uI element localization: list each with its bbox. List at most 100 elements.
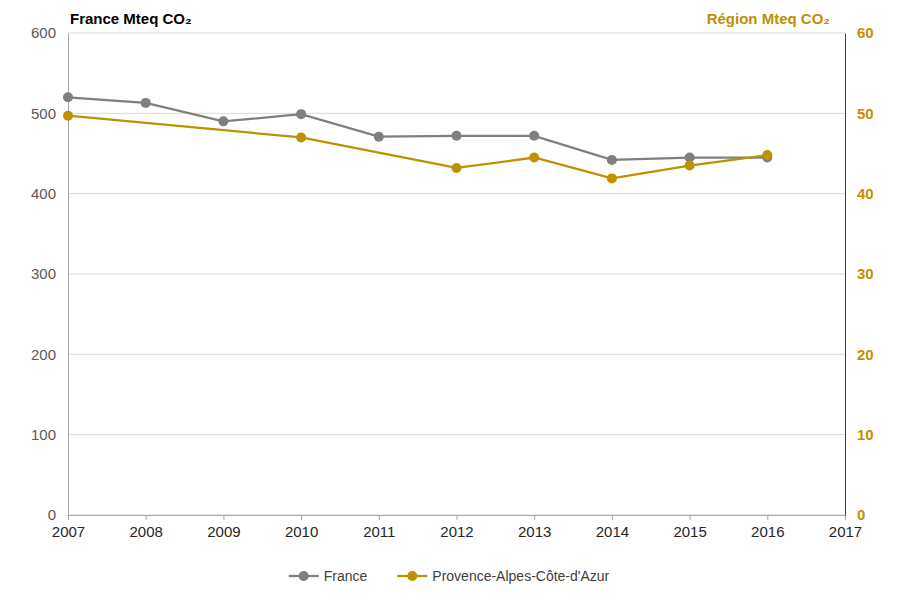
marker [296, 109, 306, 119]
marker [452, 131, 462, 141]
tick-label: 0 [857, 506, 865, 523]
marker [529, 131, 539, 141]
tick: 40 [845, 185, 874, 202]
tick: 600 [31, 24, 68, 41]
tick-label: 2015 [673, 523, 706, 540]
tick: 500 [31, 105, 68, 122]
marker [607, 155, 617, 165]
marker [685, 161, 695, 171]
tick-mark [457, 515, 458, 520]
tick-label: 400 [31, 185, 56, 202]
tick: 2013 [518, 515, 551, 540]
tick: 400 [31, 185, 68, 202]
plot-area: 2007200820092010201120122013201420152016… [31, 24, 874, 539]
grid-line [68, 193, 845, 194]
tick-label: 50 [857, 105, 874, 122]
tick-label: 2013 [518, 523, 551, 540]
tick: 0 [845, 506, 865, 523]
legend-marker [407, 571, 417, 581]
tick: 2014 [596, 515, 629, 540]
tick-mark [223, 515, 224, 520]
marker [529, 153, 539, 163]
tick: 2011 [363, 515, 395, 540]
tick: 2009 [207, 515, 240, 540]
grid-line [68, 354, 845, 355]
legend-marker [299, 571, 309, 581]
tick-label: 600 [31, 24, 56, 41]
tick: 2012 [440, 515, 473, 540]
series-line [68, 116, 767, 179]
tick: 10 [845, 426, 874, 443]
tick-label: 2014 [596, 523, 629, 540]
tick-mark [845, 515, 846, 520]
grid [68, 33, 845, 515]
tick-mark [68, 515, 69, 520]
marker [296, 132, 306, 142]
y-axis: 0 100 200 300 400 500 600 [31, 24, 69, 523]
tick-label: 500 [31, 105, 56, 122]
chart: 2007200820092010201120122013201420152016… [0, 0, 898, 605]
axis-title: France Mteq CO₂ [70, 10, 192, 27]
tick: 60 [845, 24, 874, 41]
tick: 300 [31, 265, 68, 282]
tick-label: 20 [857, 346, 874, 363]
tick: 2007 [52, 515, 85, 540]
marker [63, 92, 73, 102]
legend: France Provence-Alpes-Côte-d'Azur [289, 568, 610, 584]
tick: 2010 [285, 515, 318, 540]
tick-label: 10 [857, 426, 874, 443]
marker [452, 163, 462, 173]
tick-label: 0 [48, 506, 56, 523]
grid-line [68, 274, 845, 275]
marker [374, 132, 384, 142]
tick-mark [379, 515, 380, 520]
tick-mark [690, 515, 691, 520]
tick-label: 2017 [829, 523, 862, 540]
tick: 20 [845, 346, 874, 363]
tick-label: 2016 [751, 523, 784, 540]
tick-label: 2012 [440, 523, 473, 540]
axis-line [69, 516, 846, 521]
tick-label: 300 [31, 265, 56, 282]
tick-mark [767, 515, 768, 520]
tick: 2015 [673, 515, 706, 540]
marker [63, 111, 73, 121]
tick: 50 [845, 105, 874, 122]
legend-label: France [324, 568, 368, 584]
tick: 30 [845, 265, 874, 282]
legend-label: Provence-Alpes-Côte-d'Azur [432, 568, 609, 584]
axis-line [845, 34, 846, 516]
tick-mark [146, 515, 147, 520]
marker [218, 116, 228, 126]
tick-label: 2008 [130, 523, 163, 540]
y2-axis: 0 10 20 30 40 50 60 [845, 24, 874, 523]
series-line [68, 97, 767, 160]
x-axis: 2007 2008 2009 2010 2011 2012 2013 2014 2015 2016… [52, 515, 862, 540]
tick: 200 [31, 346, 68, 363]
tick-label: 100 [31, 426, 56, 443]
legend-item: France [289, 568, 368, 584]
marker [607, 173, 617, 183]
tick-label: 2007 [52, 523, 85, 540]
tick: 0 [48, 506, 68, 523]
grid-line [68, 434, 845, 435]
tick: 2016 [751, 515, 784, 540]
tick-label: 30 [857, 265, 874, 282]
marker [141, 98, 151, 108]
tick-label: 2011 [363, 523, 395, 540]
axis-title: Région Mteq CO₂ [707, 10, 830, 27]
tick-label: 2010 [285, 523, 318, 540]
tick-label: 2009 [207, 523, 240, 540]
tick: 100 [31, 426, 68, 443]
tick-mark [301, 515, 302, 520]
tick-mark [534, 515, 535, 520]
marker [762, 150, 772, 160]
tick-label: 60 [857, 24, 874, 41]
tick-mark [612, 515, 613, 520]
grid-line [68, 33, 845, 34]
tick: 2008 [130, 515, 163, 540]
tick-label: 200 [31, 346, 56, 363]
legend-item: Provence-Alpes-Côte-d'Azur [397, 568, 609, 584]
axis-line [68, 34, 69, 516]
series-group [63, 92, 772, 183]
